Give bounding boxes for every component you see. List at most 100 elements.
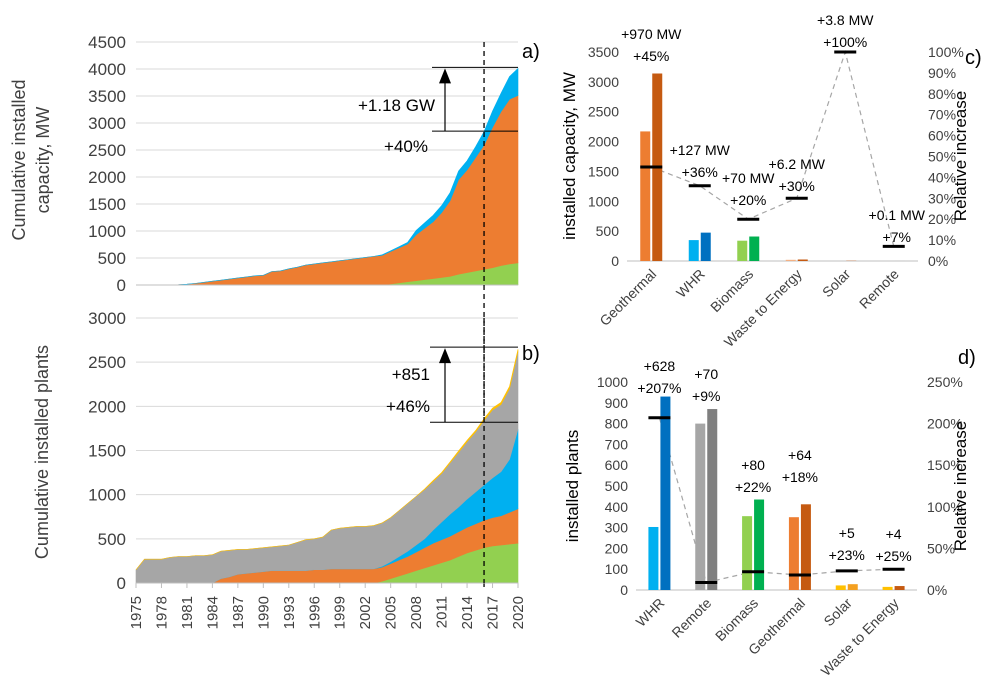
y-right-tick-label: 100% xyxy=(928,44,964,60)
y-tick-label: 700 xyxy=(605,436,629,452)
y-tick-label: 4000 xyxy=(88,60,126,79)
y-tick-label: 4500 xyxy=(88,33,126,52)
bar-before-1 xyxy=(688,240,699,261)
y-axis-label: Cumulative installed capacity, MW xyxy=(9,79,53,240)
relative-increase-line xyxy=(651,49,895,247)
label-relative: +23% xyxy=(829,547,865,563)
bar-after-2 xyxy=(749,236,760,261)
area-series-1 xyxy=(136,94,519,286)
bar-before-5 xyxy=(882,586,893,590)
bar-before-3 xyxy=(785,259,796,261)
label-absolute: +80 xyxy=(741,457,765,473)
bar-before-0 xyxy=(640,131,651,261)
bar-after-0 xyxy=(660,396,671,590)
x-tick-label: 2017 xyxy=(485,596,502,629)
y-tick-label: 1000 xyxy=(88,222,126,241)
y-tick-label: 400 xyxy=(605,499,629,515)
y-right-tick-label: 10% xyxy=(928,232,956,248)
panel-a: 0 500 1000 1500 2000 2500 3000 3500 4000 4500 +1.1… xyxy=(9,33,540,590)
label-absolute: +70 xyxy=(694,366,718,382)
y-right-tick-label: 90% xyxy=(928,65,956,81)
bar-after-3 xyxy=(797,259,808,261)
y-tick-label: 600 xyxy=(605,457,629,473)
label-relative: +100% xyxy=(823,34,867,50)
label-relative: +18% xyxy=(782,469,818,485)
y-tick-label: 500 xyxy=(98,530,126,549)
category-label: Remote xyxy=(856,266,902,312)
y-tick-label: 2000 xyxy=(88,397,126,416)
y-right-tick-label: 250% xyxy=(927,374,963,390)
bar-after-3 xyxy=(800,504,811,590)
y-tick-label: 1500 xyxy=(88,195,126,214)
bar-after-2 xyxy=(754,499,765,590)
panel-label: d) xyxy=(958,347,976,369)
y-right-tick-label: 50% xyxy=(928,149,956,165)
y-axis-label: installed plants xyxy=(563,430,582,542)
bar-after-5 xyxy=(894,586,905,590)
y-tick-label: 1500 xyxy=(88,442,126,461)
label-relative: +30% xyxy=(779,178,815,194)
bar-before-4 xyxy=(835,585,846,590)
panel-label: a) xyxy=(522,41,540,63)
x-tick-label: 1999 xyxy=(332,596,349,629)
panel-d: 0 100 200 300 400 500 600 700 800 900 1000 0% 50% 100… xyxy=(563,347,976,679)
label-absolute: +6.2 MW xyxy=(769,156,826,172)
label-relative: +207% xyxy=(637,380,681,396)
y-axis-label: installed capacity, MW xyxy=(560,72,579,240)
bar-after-1 xyxy=(707,409,718,590)
y-tick-label: 3500 xyxy=(88,87,126,106)
y-right-tick-label: 50% xyxy=(927,540,955,556)
y-tick-label: 1000 xyxy=(588,193,619,209)
y-right-tick-label: 70% xyxy=(928,107,956,123)
y-tick-label: 1000 xyxy=(88,486,126,505)
label-absolute: +3.8 MW xyxy=(817,12,874,28)
bar-before-3 xyxy=(788,517,799,590)
bar-before-0 xyxy=(648,526,659,590)
label-relative: +7% xyxy=(883,229,911,245)
y-tick-label: 900 xyxy=(605,395,629,411)
y-right-tick-label: 200% xyxy=(927,416,963,432)
panel-b: 0 500 1000 1500 2000 2500 3000 +851 +46% b) Cumula… xyxy=(32,309,540,629)
x-tick-label: 2020 xyxy=(510,596,527,629)
panel-label: b) xyxy=(522,343,540,365)
category-label: Biomass xyxy=(707,266,756,315)
category-label: WHR xyxy=(633,595,668,630)
y-tick-label: 2500 xyxy=(88,141,126,160)
x-tick-label: 1978 xyxy=(153,596,170,629)
y-tick-label: 2000 xyxy=(588,134,619,150)
x-tick-label: 2002 xyxy=(357,596,374,629)
bar-after-1 xyxy=(700,232,711,261)
y-right-tick-label: 40% xyxy=(928,169,956,185)
x-tick-label: 2014 xyxy=(459,596,476,629)
y-right-tick-label: 150% xyxy=(927,457,963,473)
y-tick-label: 3500 xyxy=(588,44,619,60)
y-tick-label: 0 xyxy=(117,574,126,593)
bracket-arrow-head xyxy=(439,348,451,364)
area-series-4 xyxy=(135,349,519,570)
y-tick-label: 100 xyxy=(605,561,629,577)
bar-before-2 xyxy=(737,240,748,261)
y-right-tick-label: 0% xyxy=(927,582,947,598)
y-tick-label: 500 xyxy=(98,249,126,268)
label-absolute: +127 MW xyxy=(670,142,731,158)
y-tick-label: 1000 xyxy=(597,374,628,390)
x-tick-label: 2011 xyxy=(434,596,451,628)
y-tick-label: 3000 xyxy=(88,114,126,133)
annotation-relative: +40% xyxy=(384,137,428,156)
label-relative: +45% xyxy=(633,48,669,64)
x-tick-label: 2005 xyxy=(383,596,400,629)
label-relative: +20% xyxy=(730,192,766,208)
y-tick-label: 500 xyxy=(605,478,629,494)
y-right-tick-label: 30% xyxy=(928,190,956,206)
area-series-2 xyxy=(136,67,519,286)
y-tick-label: 2500 xyxy=(88,353,126,372)
category-label: Solar xyxy=(819,266,854,301)
y-tick-label: 800 xyxy=(605,416,629,432)
x-tick-label: 1990 xyxy=(255,596,272,629)
label-relative: +9% xyxy=(692,388,720,404)
annotation-absolute: +1.18 GW xyxy=(358,96,435,115)
label-absolute: +5 xyxy=(839,525,855,541)
label-absolute: +64 xyxy=(788,447,812,463)
bar-before-1 xyxy=(695,423,706,590)
